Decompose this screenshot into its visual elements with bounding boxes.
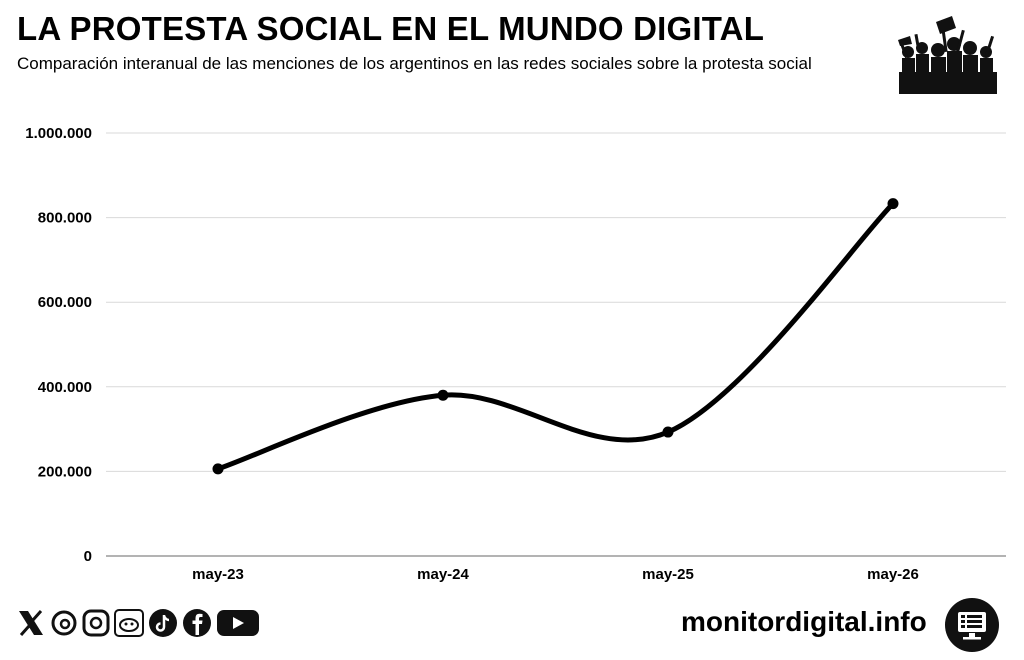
protest-crowd-icon <box>898 16 997 94</box>
youtube-icon[interactable] <box>216 608 260 643</box>
y-tick-label: 600.000 <box>38 294 92 311</box>
chart-subtitle: Comparación interanual de las menciones … <box>17 54 812 73</box>
x-tick-label: may-24 <box>417 566 469 583</box>
line-chart: 0 200.000 400.000 600.000 800.000 1.000.000 m… <box>25 125 1006 583</box>
instagram-icon[interactable] <box>82 608 110 643</box>
y-tick-label: 800.000 <box>38 210 92 227</box>
data-point <box>212 463 224 475</box>
data-point <box>662 426 674 438</box>
data-point <box>437 389 449 401</box>
chart-title: LA PROTESTA SOCIAL EN EL MUNDO DIGITAL <box>17 10 765 47</box>
y-tick-label: 1.000.000 <box>25 125 92 142</box>
reddit-icon[interactable] <box>114 608 144 643</box>
series-line <box>215 201 896 472</box>
y-tick-label: 0 <box>84 548 92 565</box>
x-tick-label: may-26 <box>867 566 919 583</box>
brand-name[interactable]: monitordigital.info <box>681 606 927 637</box>
x-tick-label: may-25 <box>642 566 694 583</box>
y-tick-label: 400.000 <box>38 379 92 396</box>
social-icons <box>16 608 260 643</box>
threads-icon[interactable] <box>50 608 78 643</box>
facebook-icon[interactable] <box>182 608 212 643</box>
data-point <box>887 198 899 210</box>
monitor-icon[interactable] <box>944 597 1000 653</box>
x-tick-label: may-23 <box>192 566 244 583</box>
y-tick-label: 200.000 <box>38 463 92 480</box>
tiktok-icon[interactable] <box>148 608 178 643</box>
x-icon[interactable] <box>16 608 46 643</box>
